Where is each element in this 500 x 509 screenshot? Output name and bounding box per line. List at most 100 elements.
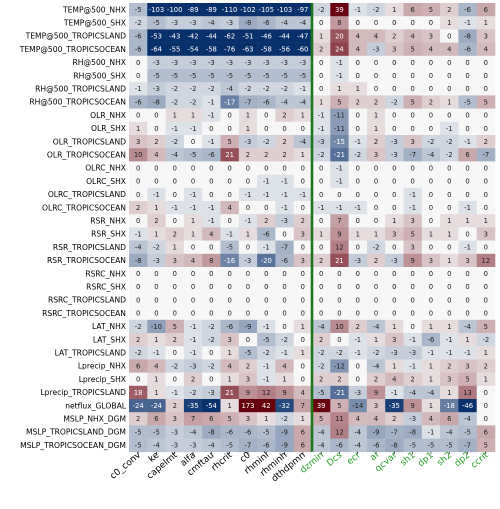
cell-value: 2 xyxy=(264,151,268,159)
heatmap-cell xyxy=(403,214,423,228)
heatmap-cell xyxy=(147,55,166,70)
cell-value: -1 xyxy=(409,191,416,199)
heatmap-cell xyxy=(440,425,459,439)
heatmap-cell xyxy=(183,293,203,307)
heatmap-cell xyxy=(293,16,313,30)
heatmap-cell xyxy=(458,385,477,400)
cell-value: 0 xyxy=(429,270,433,278)
cell-value: 3 xyxy=(429,32,433,40)
cell-value: 12 xyxy=(335,428,344,436)
heatmap-cell xyxy=(238,280,258,294)
cell-value: -5 xyxy=(299,72,306,80)
heatmap-cell xyxy=(312,306,331,321)
heatmap-cell xyxy=(275,55,294,70)
heatmap-cell xyxy=(458,95,477,109)
cell-value: 0 xyxy=(337,270,341,278)
cell-value: 0 xyxy=(447,244,451,252)
cell-value: -1 xyxy=(263,244,270,252)
cell-value: 0 xyxy=(484,296,488,304)
cell-value: 0 xyxy=(173,376,177,384)
cell-value: 0 xyxy=(301,296,305,304)
cell-value: -4 xyxy=(446,428,453,436)
cell-value: -1 xyxy=(318,204,325,212)
heatmap-cell xyxy=(348,3,368,17)
heatmap-cell xyxy=(220,121,240,136)
heatmap-cell xyxy=(366,372,386,387)
heatmap-cell xyxy=(165,372,185,387)
heatmap-cell xyxy=(165,187,185,202)
column-label: Dcs xyxy=(325,450,344,469)
cell-value: -1 xyxy=(171,389,178,397)
heatmap-cell xyxy=(312,253,331,268)
cell-value: 3 xyxy=(410,244,414,252)
heatmap-cell xyxy=(312,69,331,83)
heatmap-cell xyxy=(220,29,240,43)
cell-value: 1 xyxy=(301,349,305,357)
cell-value: -4 xyxy=(464,415,471,423)
cell-value: -20 xyxy=(261,257,272,265)
cell-value: -1 xyxy=(446,125,453,133)
heatmap-cell xyxy=(165,42,185,57)
cell-value: 0 xyxy=(246,336,250,344)
heatmap-cell xyxy=(403,227,423,241)
heatmap-cell xyxy=(476,253,496,268)
cell-value: 0 xyxy=(392,59,396,67)
cell-value: 21 xyxy=(225,389,234,397)
cell-value: 1 xyxy=(356,85,360,93)
heatmap-cell xyxy=(476,187,496,202)
cell-value: 1 xyxy=(154,336,158,344)
cell-value: 4 xyxy=(356,415,360,423)
cell-value: 1 xyxy=(447,323,451,331)
cell-value: -1 xyxy=(263,323,270,331)
heatmap-cell xyxy=(458,3,477,17)
heatmap-cell xyxy=(366,333,386,347)
heatmap-cell xyxy=(440,161,459,175)
cell-value: -1 xyxy=(281,178,288,186)
cell-value: -3 xyxy=(190,362,197,370)
row-label: RSRC_NHX xyxy=(85,269,126,278)
heatmap-cell xyxy=(275,306,294,321)
cell-value: 0 xyxy=(319,19,323,27)
heatmap-cell xyxy=(458,135,477,149)
heatmap-cell xyxy=(330,425,349,439)
cell-value: 4 xyxy=(392,376,396,384)
heatmap-cell xyxy=(275,319,294,334)
cell-value: 0 xyxy=(392,191,396,199)
cell-value: 1 xyxy=(319,230,323,238)
heatmap-cell xyxy=(385,201,404,215)
heatmap-cell xyxy=(275,385,294,400)
heatmap-cell xyxy=(421,227,441,241)
heatmap-cell xyxy=(385,359,404,373)
heatmap-cell xyxy=(147,333,166,347)
cell-value: -3 xyxy=(318,138,325,146)
cell-value: -3 xyxy=(299,59,306,67)
heatmap-cell xyxy=(385,253,404,268)
heatmap-cell xyxy=(403,3,423,17)
row-label: LAT_NHX xyxy=(92,322,126,331)
heatmap-cell xyxy=(238,412,258,426)
heatmap-cell xyxy=(220,399,240,413)
cell-value: 0 xyxy=(447,164,451,172)
cell-value: -3 xyxy=(409,415,416,423)
heatmap-cell xyxy=(238,3,258,17)
cell-value: 1 xyxy=(173,112,177,120)
heatmap-cell xyxy=(147,346,166,360)
cell-value: -1 xyxy=(208,112,215,120)
cell-value: 4 xyxy=(429,415,433,423)
cell-value: 4 xyxy=(484,46,488,54)
heatmap-cell xyxy=(403,16,423,30)
heatmap-cell xyxy=(330,187,349,202)
cell-value: 4 xyxy=(429,46,433,54)
heatmap-cell xyxy=(421,16,441,30)
cell-value: -2 xyxy=(391,98,398,106)
heatmap-cell xyxy=(275,82,294,96)
cell-value: 0 xyxy=(374,164,378,172)
cell-value: -3 xyxy=(373,46,380,54)
cell-value: 1 xyxy=(154,230,158,238)
heatmap-cell xyxy=(476,267,496,281)
cell-value: 1 xyxy=(392,362,396,370)
cell-value: 3 xyxy=(410,217,414,225)
cell-value: -3 xyxy=(391,151,398,159)
heatmap-cell xyxy=(202,161,221,175)
heatmap-cell xyxy=(366,95,386,109)
